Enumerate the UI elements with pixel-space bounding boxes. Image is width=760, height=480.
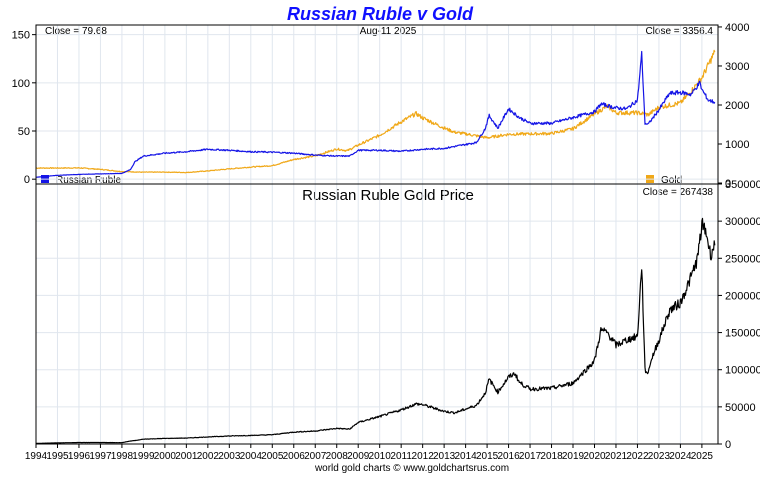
gold-price-title: Russian Ruble Gold Price [302,187,474,204]
x-tick-label: 2025 [691,451,714,462]
x-tick-label: 2010 [369,451,392,462]
y-right-tick-label: 4000 [725,22,749,34]
bottom-panel-frame [35,183,719,445]
gold-series-line [35,49,716,174]
x-tick-label: 2020 [583,451,606,462]
x-tick-label: 1998 [111,451,134,462]
x-tick-label: 1996 [68,451,91,462]
y-bottom-tick-label: 150000 [725,328,760,340]
x-tick-label: 2002 [197,451,220,462]
x-tick-label: 2013 [433,451,456,462]
x-tick-label: 2007 [304,451,327,462]
x-tick-label: 2018 [540,451,563,462]
x-tick-label: 2011 [390,451,412,462]
y-right-tick-label: 0 [725,178,731,190]
y-bottom-tick-label: 0 [725,439,731,451]
y-right-tick-label: 3000 [725,61,749,73]
x-tick-label: 2000 [154,451,177,462]
x-tick-label: 2022 [626,451,649,462]
x-tick-label: 2006 [283,451,306,462]
chart-title: Russian Ruble v Gold [287,4,474,24]
x-tick-label: 2001 [175,451,198,462]
y-bottom-tick-label: 200000 [725,290,760,302]
y-bottom-tick-label: 350000 [725,179,760,191]
gold-price-close-label: Close = 267438 [643,187,714,198]
x-tick-label: 1997 [89,451,112,462]
x-tick-label: 2023 [648,451,671,462]
x-tick-label: 1995 [46,451,69,462]
y-left-tick-label: 150 [12,30,30,42]
y-right-tick-label: 1000 [725,139,749,151]
x-tick-label: 2014 [454,451,477,462]
y-left-tick-label: 0 [24,174,30,186]
chart-layer: 0 50 100 150 0 1000 2000 3000 4000 0 50000 100000 15… [12,22,760,462]
x-tick-label: 2017 [519,451,542,462]
x-tick-label: 1994 [25,451,48,462]
x-tick-label: 2019 [562,451,585,462]
gold-close-label: Close = 3356.4 [645,26,713,37]
ruble-series-line [35,50,716,178]
x-tick-label: 2015 [476,451,499,462]
y-bottom-tick-label: 300000 [725,216,760,228]
x-tick-label: 2008 [326,451,349,462]
x-tick-label: 2003 [218,451,241,462]
y-bottom-tick-label: 100000 [725,365,760,377]
y-left-tick-label: 100 [12,78,30,90]
chart-date: Aug-11 2025 [360,26,417,37]
x-tick-label: 2016 [497,451,520,462]
y-bottom-tick-label: 50000 [725,402,756,414]
legend-gold-label: Gold [661,175,682,186]
y-left-tick-label: 50 [18,126,30,138]
x-tick-label: 1999 [132,451,155,462]
gold-price-series-line [36,217,716,444]
x-tick-label: 2009 [347,451,370,462]
ruble-close-label: Close = 79.68 [45,26,107,37]
x-tick-label: 2024 [669,451,692,462]
y-bottom-tick-label: 250000 [725,253,760,265]
x-tick-label: 2021 [605,451,628,462]
x-tick-label: 2005 [261,451,284,462]
x-tick-label: 2012 [412,451,435,462]
legend-ruble-label: Russian Ruble [56,175,121,186]
footer-credit: world gold charts © www.goldchartsrus.co… [314,463,509,474]
y-right-tick-label: 2000 [725,100,749,112]
x-tick-label: 2004 [240,451,263,462]
